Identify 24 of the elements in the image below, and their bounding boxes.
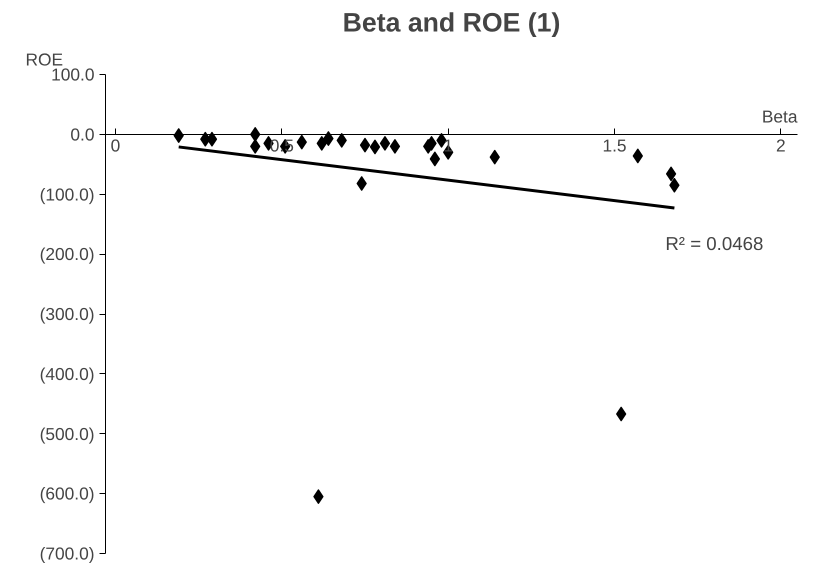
point (666, 166, 676, 182)
point (313, 489, 324, 504)
y-tick-label: (400.0) (40, 364, 95, 384)
y-tick-label: (600.0) (40, 484, 95, 504)
y-tick-label: (200.0) (40, 244, 95, 264)
chart-title: Beta and ROE (1) (342, 8, 560, 38)
point (206, 132, 218, 147)
point (370, 139, 380, 154)
point (323, 131, 334, 146)
point (360, 138, 370, 153)
y-tick-label: 0.0 (70, 124, 95, 144)
x-tick-label: 2 (776, 135, 786, 156)
x-tick-label: 1.5 (602, 135, 627, 156)
y-tick-label: (300.0) (40, 304, 95, 324)
point (669, 178, 680, 193)
x-axis-title: Beta (762, 106, 798, 126)
y-tick-label: (500.0) (40, 424, 95, 444)
annotation: R² = 0.0468 (665, 233, 764, 254)
point (380, 136, 390, 151)
point (390, 138, 400, 154)
y-tick-label: (100.0) (40, 184, 95, 204)
point (430, 151, 440, 166)
x-tick-label: 0 (110, 135, 120, 156)
y-tick-label: (700.0) (40, 544, 95, 563)
